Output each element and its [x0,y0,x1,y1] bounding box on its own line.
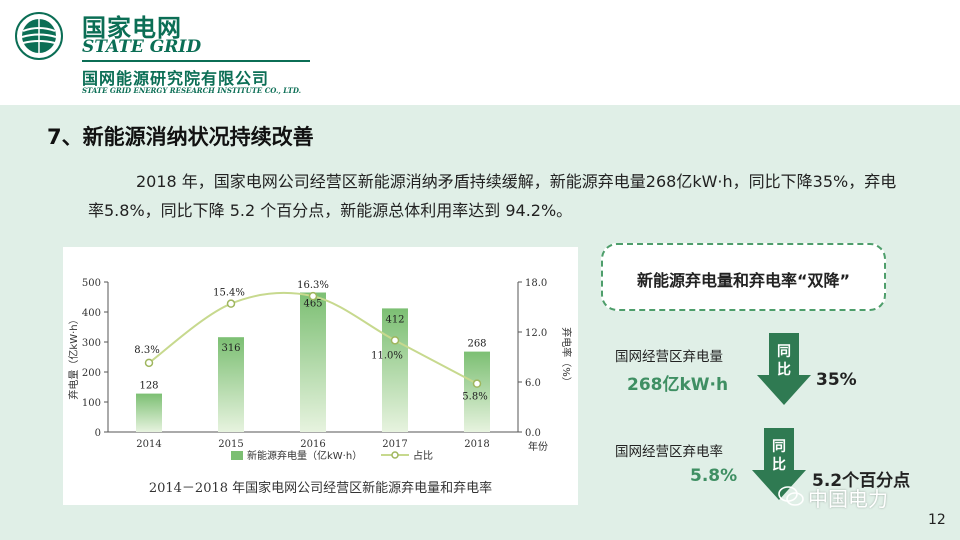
left-tick-label: 500 [82,278,101,289]
bar [300,292,326,432]
left-tick-label: 100 [82,398,101,409]
company-name-en: STATE GRID [82,37,202,57]
callout-title: 新能源弃电量和弃电率“双降” [636,271,851,290]
watermark: 中国电力 [808,487,888,511]
line-point [226,299,236,308]
right-tick-label: 0.0 [525,428,541,439]
bar [218,337,244,432]
header: 国家电网 STATE GRID 国网能源研究院有限公司 STATE GRID E… [0,0,960,105]
line-label: 11.0% [371,350,403,361]
line-label: 5.8% [462,392,487,403]
right-tick-label: 18.0 [525,278,547,289]
x-tick-label: 2018 [464,439,489,450]
left-tick-label: 400 [82,308,101,319]
header-divider [82,60,310,62]
company-name-cn: 国家电网 [82,14,182,42]
legend-bar-label: 新能源弃电量（亿kW·h） [247,449,362,462]
x-tick-label: 2017 [382,439,407,450]
x-tick-label: 2015 [218,439,243,450]
line-label: 15.4% [213,288,245,299]
bar [464,351,490,432]
abandonment-chart: 0 100 200 300 400 500 0.0 6.0 12.0 18.0 弃电量（亿kW·h）… [67,278,573,462]
legend-line-marker [391,451,399,459]
institute-name-en: STATE GRID ENERGY RESEARCH INSTITUTE CO.… [82,86,302,95]
left-tick-label: 200 [82,368,101,379]
bar-label: 316 [221,343,240,354]
line-point [472,379,482,388]
callout-box: 新能源弃电量和弃电率“双降” [601,243,886,311]
right-tick-label: 6.0 [525,378,541,389]
chart-caption: 2014－2018 年国家电网公司经营区新能源弃电量和弃电率 [148,481,493,496]
stat1-label: 国网经营区弃电量 [615,349,723,365]
left-tick-label: 300 [82,338,101,349]
stat2-value: 5.8% [690,466,738,486]
line-point [390,336,400,345]
bar-label: 412 [385,314,404,325]
x-tick-label: 2014 [136,439,161,450]
x-axis-title: 年份 [528,440,548,453]
down-arrow-icon [757,333,811,405]
line-point [144,358,154,368]
left-tick-label: 0 [95,428,101,439]
stat1-value: 268亿kW·h [627,375,729,395]
page-number: 12 [928,512,946,528]
stat1-arrow-text: 同比 [777,344,791,378]
state-grid-logo-icon [15,12,63,60]
chart-container: 0 100 200 300 400 500 0.0 6.0 12.0 18.0 弃电量（亿kW·h）… [63,247,578,505]
institute-name-cn: 国网能源研究院有限公司 [82,69,270,88]
y-axis-left-title: 弃电量（亿kW·h） [67,314,80,399]
legend-line-label: 占比 [413,449,433,462]
bar-label: 268 [467,339,486,350]
down-arrow-icon [752,428,806,500]
stat2-arrow-text: 同比 [772,439,786,473]
line-point [308,291,318,301]
stat2-change: 5.2个百分点 [812,471,911,491]
bar [136,393,162,432]
section-title: 7、新能源消纳状况持续改善 [47,125,314,149]
line-label: 16.3% [297,280,329,291]
stat1-change: 35% [816,370,857,390]
stat2-label: 国网经营区弃电率 [615,444,723,460]
right-tick-label: 12.0 [525,328,547,339]
bar-label: 465 [303,299,322,310]
bar [382,308,408,432]
y-axis-right-title: 弃电率（%） [560,327,573,387]
legend-bar-swatch [231,451,243,460]
x-tick-label: 2016 [300,439,325,450]
line-label: 8.3% [134,345,159,356]
bar-label: 128 [139,381,158,392]
summary-paragraph: 2018 年，国家电网公司经营区新能源消纳矛盾持续缓解，新能源弃电量268亿kW… [88,172,897,220]
wechat-icon [778,486,804,506]
